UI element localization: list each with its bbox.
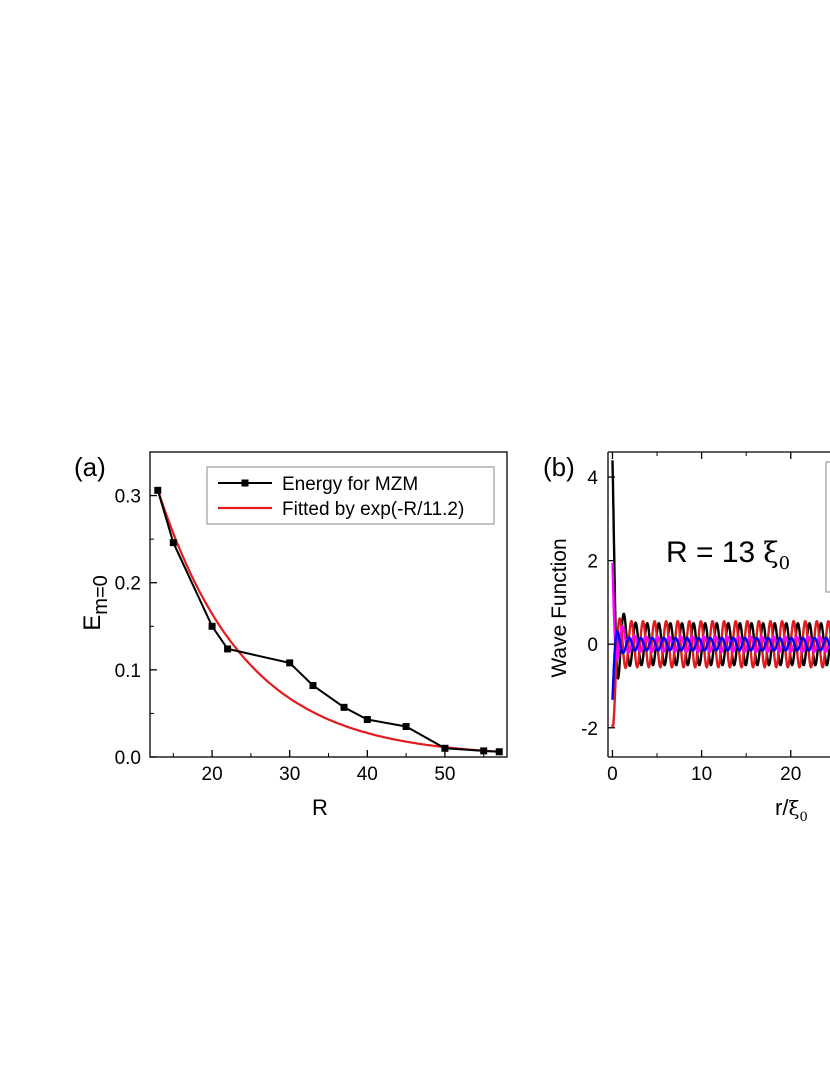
panel-b-y-axis-label: Wave Function	[548, 538, 571, 677]
legend-marker-mzm	[241, 479, 249, 487]
panel-a-label: (a)	[74, 452, 106, 482]
panel-a-y-axis-label: Em=0	[79, 575, 112, 630]
data-point	[441, 744, 449, 752]
y-tick-label: 0.0	[115, 748, 141, 769]
x-label-r: r/	[775, 795, 789, 820]
svg-text:r/ξ0: r/ξ0	[775, 795, 808, 825]
wave-function-label: Wave Function	[548, 538, 571, 677]
legend-box	[206, 466, 495, 525]
panel-b-x-ticks: 0 10 20	[607, 452, 801, 785]
data-point	[402, 723, 410, 730]
mzm-energy-line	[156, 490, 500, 753]
annotation-xi-sub: 0	[779, 553, 790, 574]
y-tick-label: 0.3	[115, 487, 141, 508]
panel-b-annotation: R = 13 ξ0	[666, 536, 790, 574]
wave-function-curves	[611, 460, 830, 729]
panel-b-legend-box	[825, 461, 830, 593]
y-label-main: E	[79, 615, 106, 631]
y-label-subscript: m=0	[90, 575, 112, 614]
panel-b-curves	[611, 460, 830, 729]
x-tick-label: 50	[434, 764, 455, 785]
x-tick-label: 20	[202, 764, 223, 785]
data-point	[340, 703, 348, 711]
legend-label-mzm: Energy for MZM	[282, 474, 418, 495]
x-label-xi: ξ	[788, 796, 799, 820]
data-point	[224, 645, 232, 653]
y-tick-label: 0	[587, 635, 598, 656]
y-tick-label: 0.1	[115, 661, 141, 682]
data-point	[154, 486, 162, 494]
data-point	[309, 682, 317, 690]
x-tick-label: 30	[279, 764, 300, 785]
panel-b-y-ticks: -2 0 2 4	[581, 468, 615, 740]
panel-a-curves	[154, 486, 503, 756]
panel-a-x-axis-label: R	[312, 795, 328, 820]
panel-b-label: (b)	[543, 452, 575, 482]
x-tick-label: 0	[607, 764, 618, 785]
data-point	[480, 747, 488, 755]
y-tick-label: 4	[587, 468, 598, 489]
wave-function-curve	[611, 630, 830, 700]
svg-text:Em=0: Em=0	[79, 575, 112, 630]
wave-function-curve	[611, 616, 830, 729]
y-tick-label: 2	[587, 552, 598, 573]
y-tick-label: -2	[581, 719, 598, 740]
data-point	[286, 659, 294, 667]
data-point	[208, 622, 216, 630]
x-label-xi-sub: 0	[799, 810, 807, 825]
data-point	[169, 539, 177, 547]
y-tick-label: 0.2	[115, 574, 141, 595]
panel-a: (a) 20 30 40 50 0.0 0.1 0.2 0.3 R Em=0 Energy …	[74, 451, 508, 820]
panel-a-y-ticks: 0.0 0.1 0.2 0.3	[115, 487, 157, 769]
legend-label-fit: Fitted by exp(-R/11.2)	[282, 499, 464, 520]
panel-a-x-ticks: 20 30 40 50	[172, 750, 485, 785]
annotation-text: R = 13	[666, 536, 755, 569]
x-tick-label: 10	[691, 764, 712, 785]
annotation-xi: ξ	[763, 536, 778, 569]
x-tick-label: 40	[357, 764, 378, 785]
panel-a-legend: Energy for MZM Fitted by exp(-R/11.2)	[206, 466, 495, 525]
data-point	[363, 716, 371, 724]
mzm-energy-markers	[154, 486, 503, 756]
x-tick-label: 20	[780, 764, 801, 785]
data-point	[495, 748, 503, 756]
